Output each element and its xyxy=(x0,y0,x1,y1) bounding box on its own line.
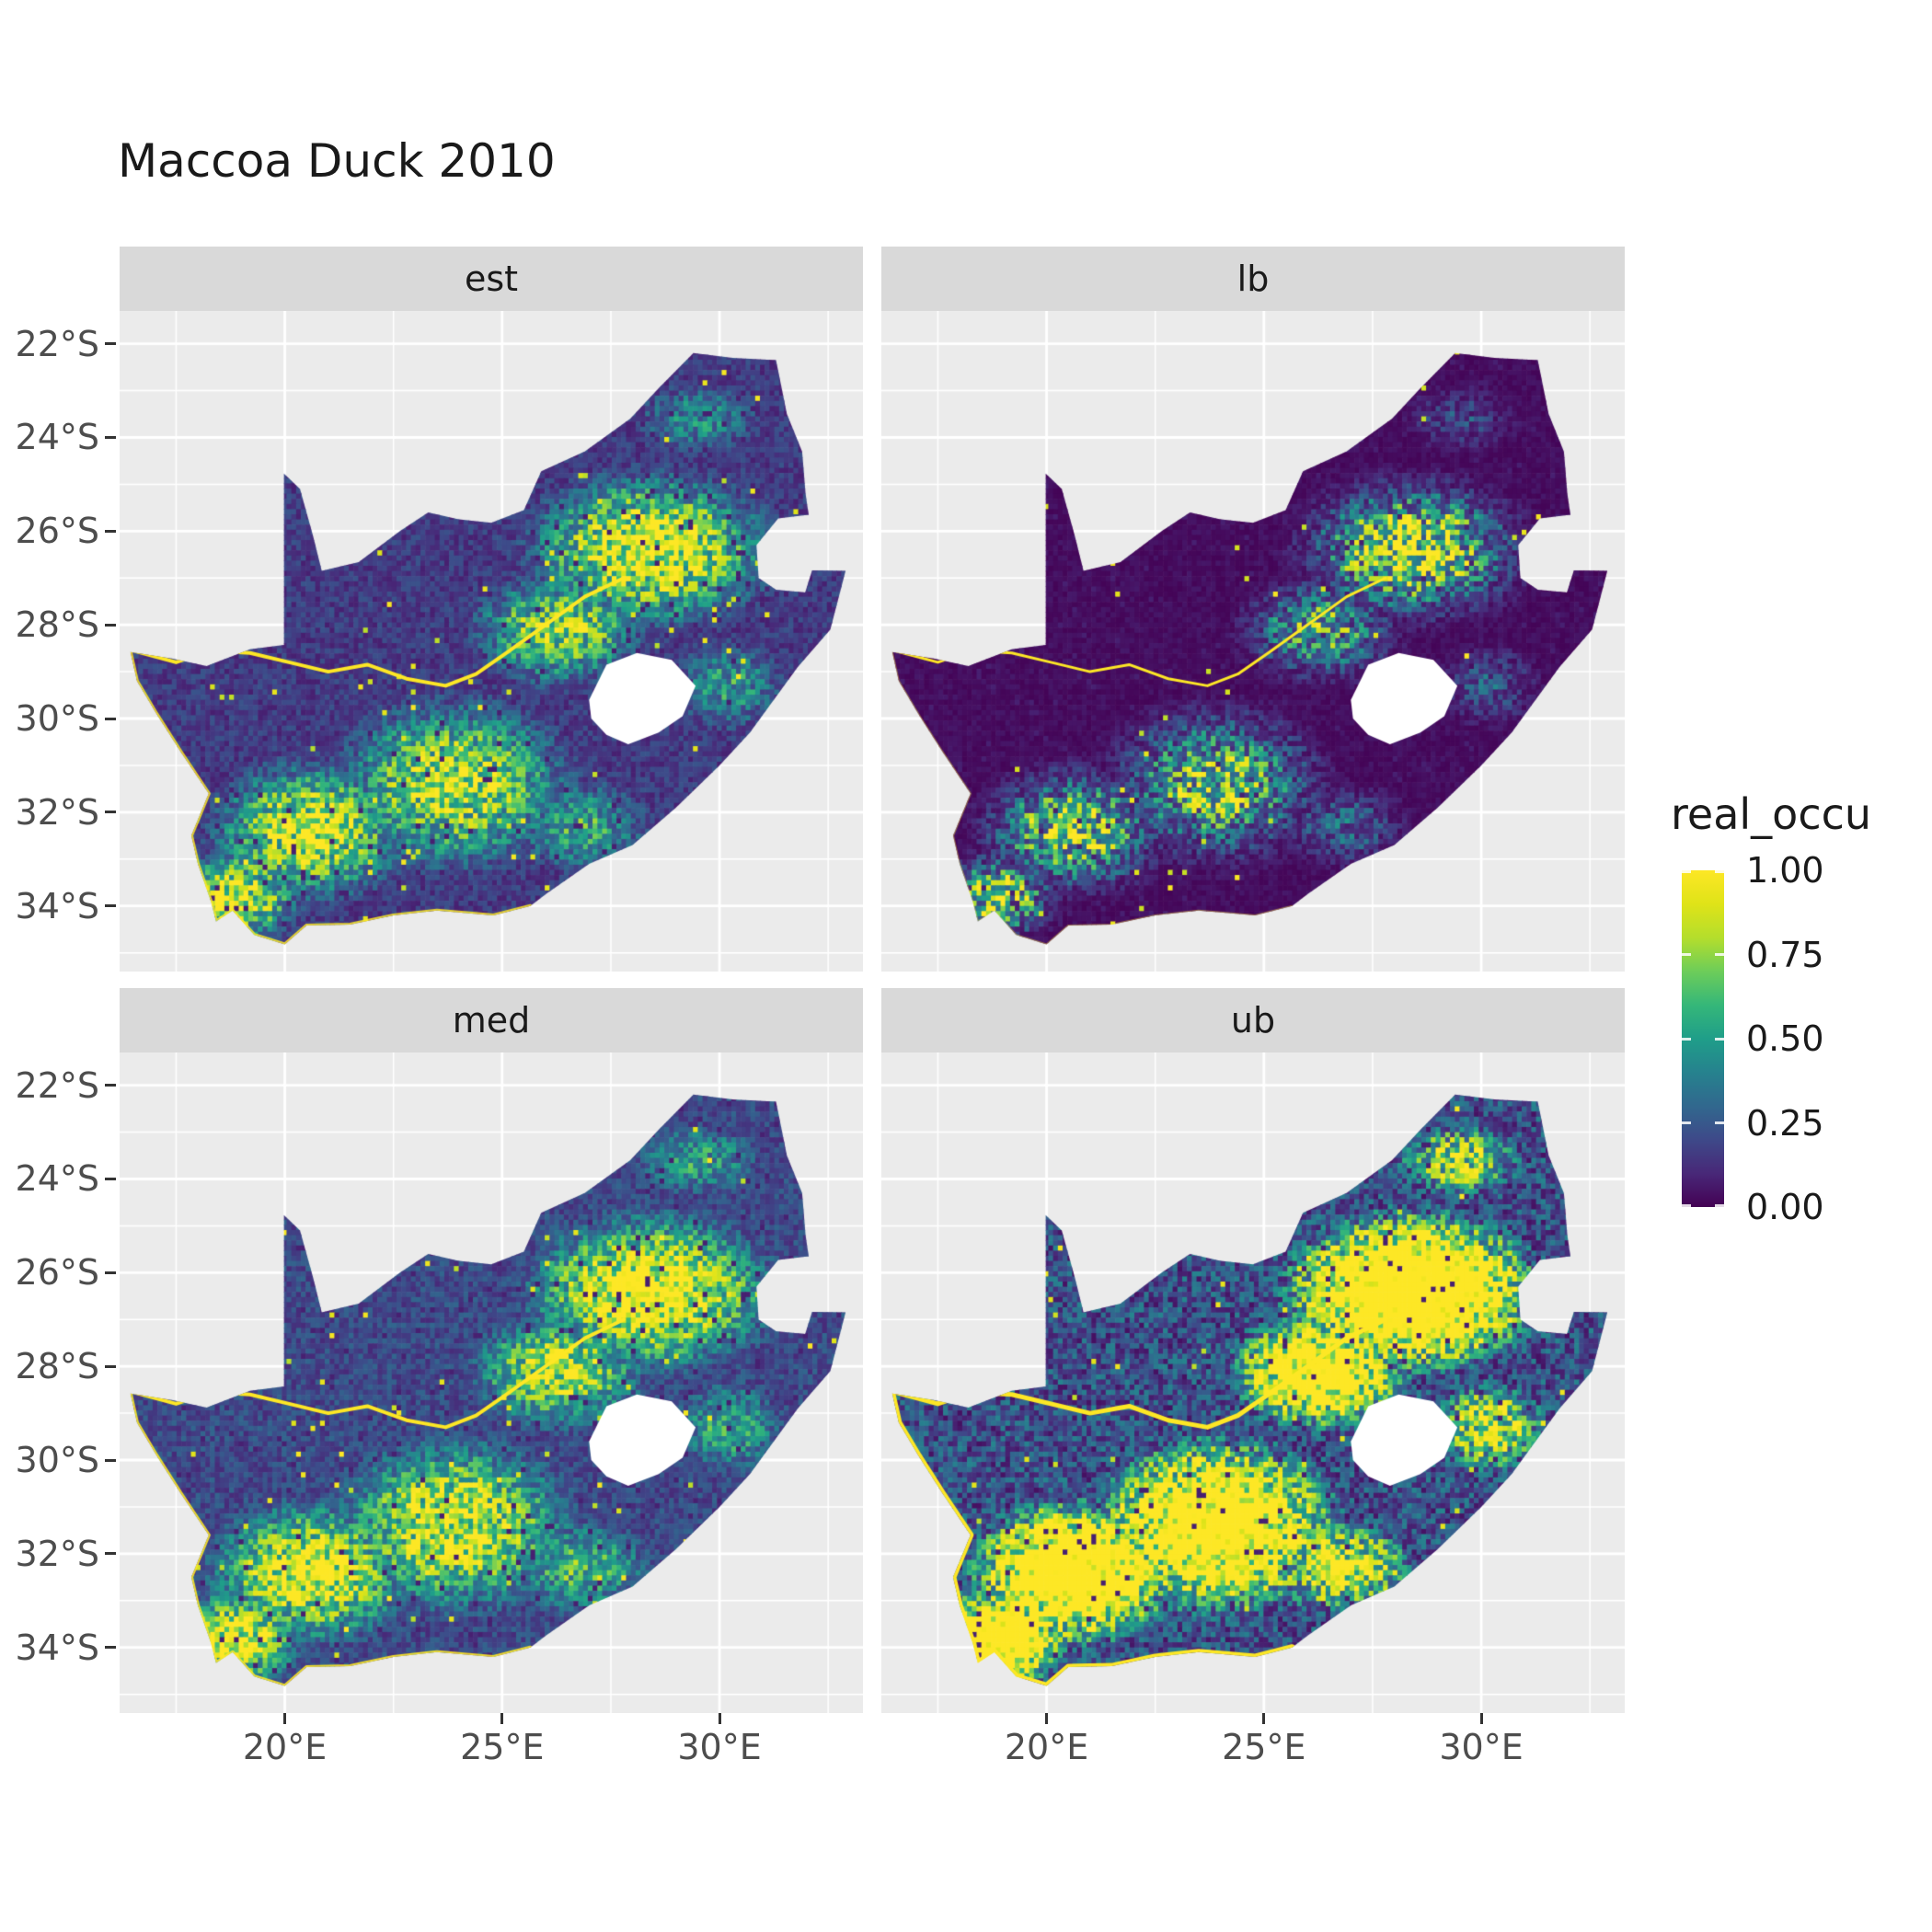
y-axis-tick-label: 34°S xyxy=(15,885,99,926)
y-axis-tick-mark xyxy=(105,1458,116,1462)
x-axis-tick-mark xyxy=(500,1713,504,1724)
y-axis-tick-label: 24°S xyxy=(15,417,99,458)
legend-tick-label: 1.00 xyxy=(1746,850,1824,891)
x-axis-tick-label: 30°E xyxy=(1439,1727,1524,1767)
facet-strip-label: est xyxy=(464,259,519,299)
x-axis-tick-mark xyxy=(1045,1713,1049,1724)
y-axis-tick-label: 22°S xyxy=(15,1064,99,1106)
facet-strip-lb: lb xyxy=(881,247,1625,311)
legend-colorbar-tick xyxy=(1682,1204,1691,1207)
y-axis-tick-label: 28°S xyxy=(15,1346,99,1387)
legend-colorbar-tick xyxy=(1682,1121,1691,1124)
y-axis-tick-label: 32°S xyxy=(15,791,99,833)
y-axis-tick-label: 32°S xyxy=(15,1533,99,1574)
legend-colorbar-tick xyxy=(1715,870,1724,873)
y-axis-tick-mark xyxy=(105,342,116,346)
y-axis-tick-label: 24°S xyxy=(15,1158,99,1200)
y-axis-tick-mark xyxy=(105,1084,116,1087)
y-axis-tick-label: 34°S xyxy=(15,1627,99,1668)
y-axis-tick-label: 30°S xyxy=(15,698,99,740)
legend-colorbar-tick xyxy=(1715,953,1724,956)
y-axis-tick-mark xyxy=(105,1364,116,1368)
legend-colorbar-tick xyxy=(1682,953,1691,956)
y-axis-tick-mark xyxy=(105,1552,116,1556)
facet-strip-label: ub xyxy=(1230,1000,1276,1041)
y-axis-tick-mark xyxy=(105,1177,116,1180)
x-axis-tick-label: 20°E xyxy=(242,1727,328,1767)
legend-colorbar-tick xyxy=(1682,870,1691,873)
y-axis-tick-mark xyxy=(105,904,116,908)
y-axis-tick-label: 26°S xyxy=(15,511,99,552)
legend-colorbar-tick xyxy=(1715,1204,1724,1207)
legend-tick-label: 0.00 xyxy=(1746,1187,1824,1227)
y-axis-tick-mark xyxy=(105,435,116,439)
x-axis-tick-mark xyxy=(283,1713,287,1724)
x-axis-tick-label: 25°E xyxy=(460,1727,545,1767)
map-panel-est xyxy=(120,311,863,972)
legend-tick-label: 0.25 xyxy=(1746,1102,1824,1144)
y-axis-tick-mark xyxy=(105,529,116,533)
y-axis-tick-mark xyxy=(105,811,116,814)
y-axis-tick-label: 30°S xyxy=(15,1440,99,1481)
y-axis-tick-label: 28°S xyxy=(15,604,99,646)
map-panel-med xyxy=(120,1052,863,1713)
plot-title: Maccoa Duck 2010 xyxy=(118,134,556,188)
x-axis-tick-label: 20°E xyxy=(1004,1727,1089,1767)
y-axis-tick-mark xyxy=(105,1646,116,1650)
facet-strip-med: med xyxy=(120,988,863,1052)
map-panel-lb xyxy=(881,311,1625,972)
legend-colorbar-tick xyxy=(1715,1037,1724,1041)
facet-strip-label: med xyxy=(452,1000,531,1041)
facet-strip-est: est xyxy=(120,247,863,311)
map-panel-ub xyxy=(881,1052,1625,1713)
legend-tick-label: 0.75 xyxy=(1746,934,1824,975)
legend-title: real_occu xyxy=(1671,789,1872,839)
y-axis-tick-label: 26°S xyxy=(15,1252,99,1294)
x-axis-tick-mark xyxy=(1479,1713,1483,1724)
x-axis-tick-mark xyxy=(718,1713,721,1724)
y-axis-tick-label: 22°S xyxy=(15,323,99,364)
facet-strip-label: lb xyxy=(1236,259,1270,299)
x-axis-tick-label: 25°E xyxy=(1222,1727,1306,1767)
y-axis-tick-mark xyxy=(105,717,116,720)
x-axis-tick-label: 30°E xyxy=(677,1727,762,1767)
legend: real_occu 1.00 0.75 0.50 0.25 0.00 xyxy=(1656,789,1932,1286)
legend-colorbar-tick xyxy=(1682,1037,1691,1041)
x-axis-tick-mark xyxy=(1262,1713,1266,1724)
y-axis-tick-mark xyxy=(105,1271,116,1274)
legend-tick-label: 0.50 xyxy=(1746,1018,1824,1059)
y-axis-tick-mark xyxy=(105,623,116,627)
facet-strip-ub: ub xyxy=(881,988,1625,1052)
legend-colorbar-tick xyxy=(1715,1121,1724,1124)
